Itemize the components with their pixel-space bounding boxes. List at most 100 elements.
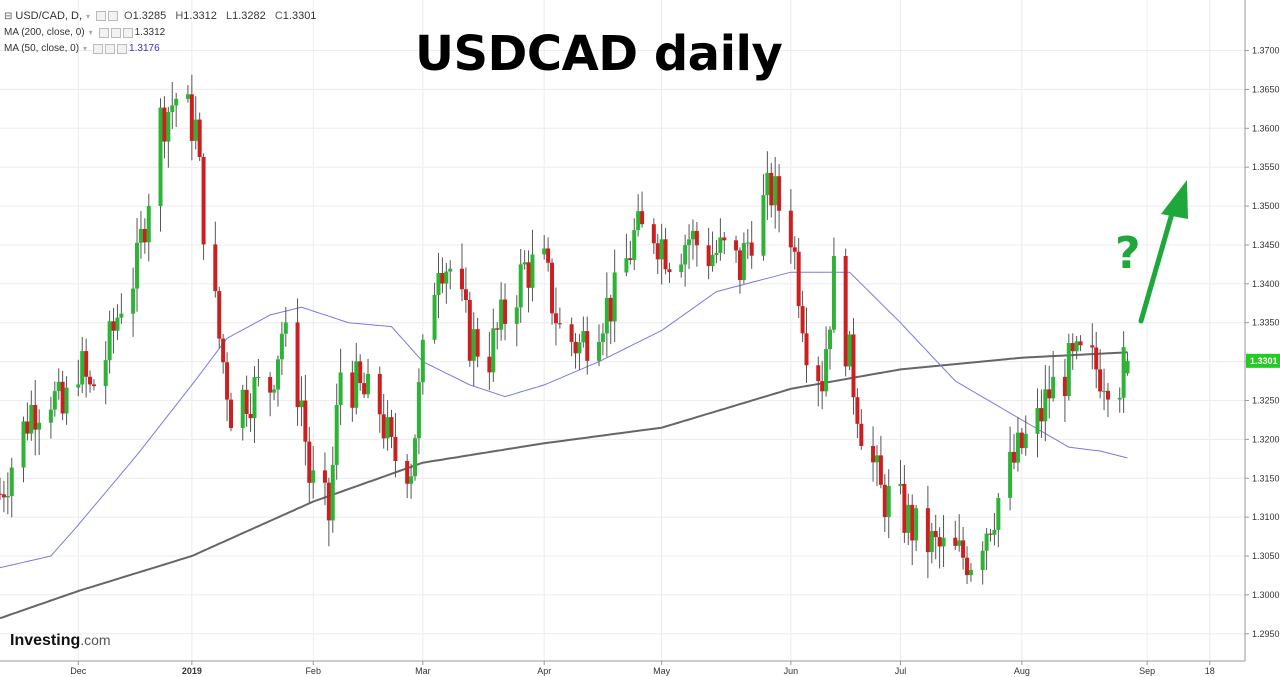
candle — [56, 368, 61, 400]
close-icon[interactable] — [122, 27, 133, 38]
candle — [471, 312, 476, 387]
chart-grid — [0, 0, 1245, 661]
candle-body — [573, 341, 578, 354]
candle-body — [366, 373, 371, 395]
candle — [131, 267, 136, 337]
candle — [338, 348, 343, 425]
candle-body — [925, 508, 930, 553]
candle — [436, 252, 441, 318]
candle — [636, 194, 641, 237]
settings-icon[interactable] — [105, 43, 116, 54]
visibility-icon[interactable] — [93, 43, 104, 54]
candle — [882, 474, 887, 532]
candle — [189, 74, 194, 161]
ma200-group — [0, 351, 1128, 620]
candle-body — [33, 404, 38, 430]
dropdown-icon[interactable]: ▾ — [86, 11, 91, 21]
candle — [874, 445, 879, 487]
candle-body — [60, 381, 65, 414]
candle — [162, 96, 167, 159]
candle-body — [416, 382, 421, 439]
candle — [185, 85, 190, 103]
candle-body — [796, 251, 801, 307]
ma50-label: MA (50, close, 0) — [4, 43, 80, 54]
candle-body — [1102, 390, 1107, 392]
dropdown-icon[interactable]: ▾ — [88, 28, 93, 37]
y-tick-label: 1.3100 — [1252, 512, 1280, 522]
candle — [499, 282, 504, 341]
candle-body — [706, 245, 711, 267]
candle — [514, 295, 519, 347]
x-tick-label: Jun — [784, 666, 799, 676]
candle-body — [871, 445, 876, 463]
candle-body — [252, 377, 257, 419]
candle-body — [1015, 432, 1020, 463]
ma200-label: MA (200, close, 0) — [4, 27, 85, 38]
candle-body — [25, 421, 30, 434]
candle — [115, 304, 120, 341]
candle-body — [503, 299, 508, 324]
candle-body — [88, 376, 93, 385]
candle — [228, 392, 233, 432]
candle-body — [734, 240, 739, 251]
candle — [1062, 358, 1067, 422]
x-tick-label: Dec — [70, 666, 87, 676]
candle — [824, 326, 829, 397]
candle-body — [530, 254, 535, 288]
candle-body — [878, 455, 883, 485]
candle — [420, 334, 425, 395]
dropdown-icon[interactable]: ▾ — [83, 44, 88, 53]
candle — [804, 307, 809, 383]
candle — [295, 298, 300, 426]
price-tag-label: 1.3301 — [1250, 356, 1278, 366]
candle — [820, 361, 825, 410]
candle-body — [522, 262, 527, 265]
candle — [174, 92, 179, 128]
x-tick-label: Aug — [1014, 666, 1030, 676]
candle — [440, 257, 445, 294]
candle — [272, 384, 277, 401]
settings-icon[interactable] — [110, 27, 121, 38]
candle — [322, 452, 327, 506]
candle-body — [628, 258, 633, 260]
collapse-icon[interactable]: ⊟ — [4, 10, 13, 22]
candle — [734, 235, 739, 263]
candle — [5, 472, 10, 515]
candle-body — [824, 349, 829, 392]
candle — [706, 227, 711, 280]
candle — [37, 409, 42, 456]
candle — [487, 332, 492, 390]
candle-body — [0, 493, 2, 495]
candle — [416, 368, 421, 455]
candle — [354, 342, 359, 415]
candle — [910, 494, 915, 566]
candle — [655, 234, 660, 275]
close-icon[interactable] — [117, 43, 128, 54]
candle-body — [1105, 390, 1110, 400]
candle — [1105, 383, 1110, 418]
candle-body — [303, 400, 308, 442]
candle — [600, 323, 605, 356]
candle-body — [612, 272, 617, 322]
candle — [119, 293, 124, 324]
candle-body — [295, 322, 300, 408]
candle-body — [299, 400, 304, 408]
y-tick-label: 1.3650 — [1252, 84, 1280, 94]
candle-body — [984, 533, 989, 551]
candle — [377, 366, 382, 433]
visibility-icon[interactable] — [108, 11, 119, 21]
candle-body — [687, 239, 692, 246]
candle-body — [91, 384, 96, 387]
candle — [142, 218, 147, 254]
candle-body — [248, 413, 253, 419]
candle — [1125, 352, 1130, 376]
settings-icon[interactable] — [96, 11, 107, 21]
candle — [33, 379, 38, 456]
candle-body — [518, 264, 523, 308]
candle — [612, 249, 617, 343]
visibility-icon[interactable] — [98, 27, 109, 38]
candle — [585, 316, 590, 375]
candle-body — [138, 228, 143, 243]
candle-body — [56, 381, 61, 392]
